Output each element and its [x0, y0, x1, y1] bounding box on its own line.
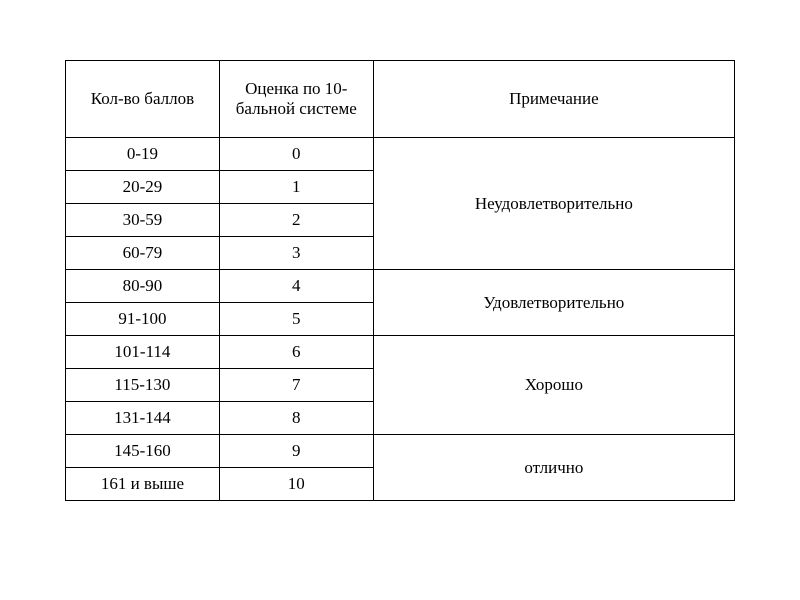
cell-grade: 8 [219, 402, 373, 435]
cell-points: 145-160 [66, 435, 220, 468]
cell-points: 115-130 [66, 369, 220, 402]
cell-points: 30-59 [66, 204, 220, 237]
cell-note: Неудовлетворительно [373, 138, 734, 270]
cell-points: 60-79 [66, 237, 220, 270]
cell-grade: 6 [219, 336, 373, 369]
cell-grade: 5 [219, 303, 373, 336]
cell-note: отлично [373, 435, 734, 501]
cell-grade: 3 [219, 237, 373, 270]
table-row: 80-90 4 Удовлетворительно [66, 270, 735, 303]
cell-grade: 2 [219, 204, 373, 237]
cell-grade: 0 [219, 138, 373, 171]
cell-grade: 4 [219, 270, 373, 303]
cell-note: Хорошо [373, 336, 734, 435]
header-grade: Оценка по 10-бальной системе [219, 61, 373, 138]
table-row: 101-114 6 Хорошо [66, 336, 735, 369]
cell-points: 131-144 [66, 402, 220, 435]
table-row: 145-160 9 отлично [66, 435, 735, 468]
table-row: 0-19 0 Неудовлетворительно [66, 138, 735, 171]
cell-points: 101-114 [66, 336, 220, 369]
cell-grade: 10 [219, 468, 373, 501]
cell-grade: 7 [219, 369, 373, 402]
cell-points: 0-19 [66, 138, 220, 171]
cell-grade: 1 [219, 171, 373, 204]
grading-table: Кол-во баллов Оценка по 10-бальной систе… [65, 60, 735, 501]
cell-points: 91-100 [66, 303, 220, 336]
table-header-row: Кол-во баллов Оценка по 10-бальной систе… [66, 61, 735, 138]
cell-points: 80-90 [66, 270, 220, 303]
cell-points: 161 и выше [66, 468, 220, 501]
header-points: Кол-во баллов [66, 61, 220, 138]
cell-points: 20-29 [66, 171, 220, 204]
cell-note: Удовлетворительно [373, 270, 734, 336]
cell-grade: 9 [219, 435, 373, 468]
header-note: Примечание [373, 61, 734, 138]
